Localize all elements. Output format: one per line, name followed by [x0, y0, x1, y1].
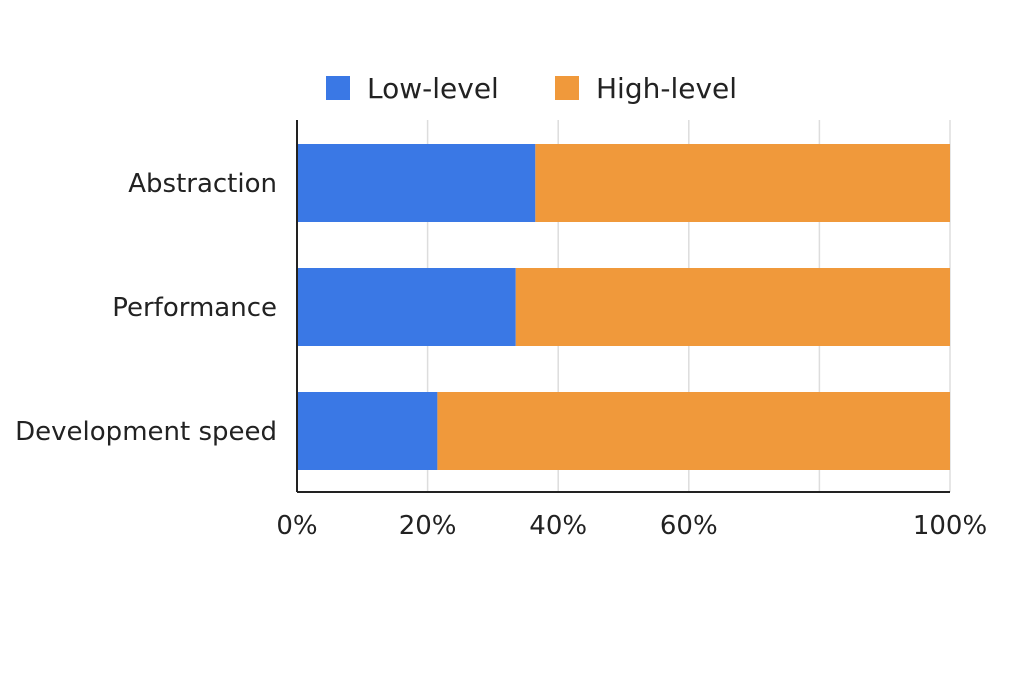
axes: [296, 120, 950, 493]
bar-high-level-2: [437, 392, 950, 470]
x-tick-label: 40%: [529, 511, 587, 541]
bar-high-level-1: [515, 268, 950, 346]
category-label: Abstraction: [128, 169, 277, 199]
bars: [297, 144, 950, 470]
legend-label-high-level: High-level: [596, 72, 737, 105]
x-tick-label: 100%: [913, 511, 987, 541]
bar-low-level-1: [297, 268, 516, 346]
x-tick-label: 20%: [399, 511, 457, 541]
legend-swatch-low-level: [326, 76, 350, 100]
bar-low-level-2: [297, 392, 438, 470]
category-labels: Abstraction Performance Development speed: [15, 169, 277, 447]
legend: Low-level High-level: [326, 72, 737, 105]
legend-swatch-high-level: [555, 76, 579, 100]
x-tick-label: 60%: [660, 511, 718, 541]
category-label: Development speed: [15, 417, 277, 447]
category-label: Performance: [112, 293, 277, 323]
bar-high-level-0: [535, 144, 950, 222]
x-tick-labels: 0% 20% 40% 60% 100%: [276, 511, 987, 541]
bar-low-level-0: [297, 144, 536, 222]
x-tick-label: 0%: [276, 511, 317, 541]
legend-label-low-level: Low-level: [367, 72, 499, 105]
